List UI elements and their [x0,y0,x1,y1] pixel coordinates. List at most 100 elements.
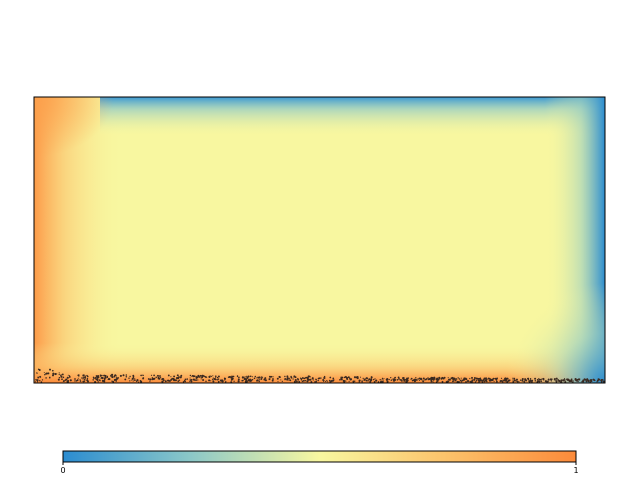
particle [218,380,220,382]
particle [208,379,211,382]
particle [516,380,519,383]
particle [66,376,69,379]
particle [138,381,140,383]
particle [441,380,444,383]
particle [256,379,258,382]
particle [101,379,105,382]
particle [536,378,539,381]
particle [122,374,125,377]
particle [78,375,80,377]
particle [454,379,457,382]
particle [231,378,234,381]
particle [400,379,403,381]
particle [550,378,552,380]
heatmap-top-gradient [100,97,605,137]
particle [557,380,559,382]
particle [542,378,544,380]
particle [310,381,313,383]
particle [92,379,94,381]
particle [60,374,62,376]
particle [52,372,55,375]
particle [451,376,454,379]
particle [469,377,471,380]
particle [250,379,252,381]
particle [136,379,139,382]
particle [214,375,217,378]
particle [457,377,459,379]
particle [585,380,588,383]
particle [197,379,199,381]
particle [493,380,495,383]
particle [587,379,589,381]
particle [324,380,327,382]
particle [332,377,335,380]
particle [131,377,134,380]
particle [161,380,164,383]
particle [302,377,305,380]
particle [560,379,562,381]
particle [512,377,514,379]
particle [281,380,283,382]
particle [413,380,416,383]
particle [525,379,528,382]
particle [106,375,109,378]
particle [495,379,498,381]
particle [45,372,48,375]
particle [189,380,191,383]
particle [564,381,567,383]
particle [519,379,522,381]
particle [224,379,226,381]
particle [199,374,202,377]
particle [460,377,462,379]
particle [373,378,375,381]
particle [96,378,99,382]
particle [315,381,318,383]
particle [168,380,171,382]
particle [499,380,502,383]
particle [173,379,176,382]
particle [503,379,505,381]
particle [479,377,482,380]
particle [572,381,574,383]
particle [329,376,332,379]
particle [482,379,485,382]
particle [432,381,434,383]
particle [202,379,205,381]
particle [405,380,408,383]
particle [107,378,110,381]
particle [587,380,590,383]
particle [95,375,98,377]
particle [467,379,469,382]
particle [86,375,89,378]
colorbar-bar [62,450,577,463]
particle [286,377,289,380]
particle [433,376,436,379]
particle [99,374,102,377]
particle [214,376,217,378]
particle [415,377,417,379]
particle [37,376,40,379]
particle [425,378,428,380]
particle [97,381,99,383]
particle [288,379,290,381]
particle [276,377,279,380]
particle [340,378,343,381]
particle [347,376,350,379]
particle [402,377,404,379]
particle [190,378,193,381]
particle [447,377,449,379]
particle [156,374,159,377]
particle [600,379,603,381]
particle [300,378,303,380]
particle [231,375,234,378]
particle [201,376,204,379]
particle [329,380,332,383]
particle [142,377,144,380]
particle [248,378,250,381]
particle [54,373,57,376]
particle [167,374,170,377]
particle [361,381,363,383]
particle [307,377,309,380]
particle [159,375,161,377]
particle [74,378,76,380]
